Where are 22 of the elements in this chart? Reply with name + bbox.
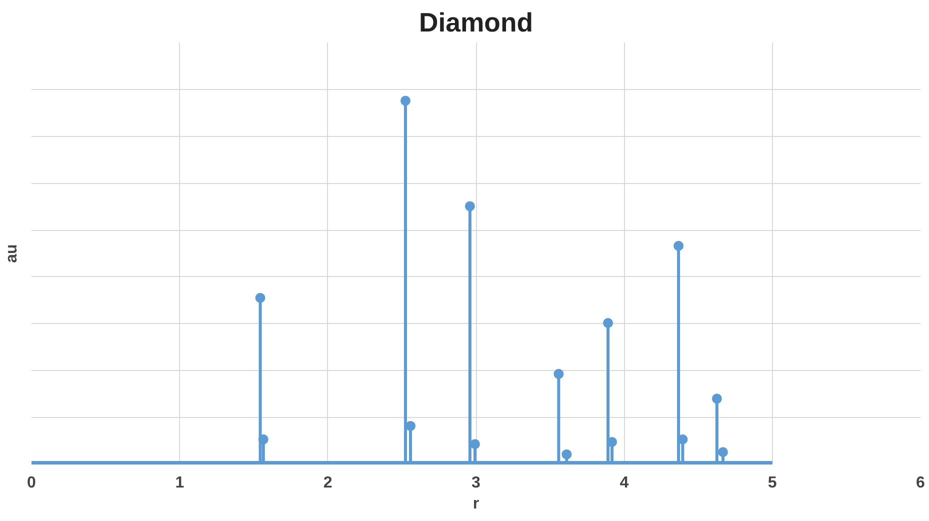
x-tick-label: 0 <box>27 474 36 492</box>
x-tick-label: 1 <box>175 474 184 492</box>
x-tick-label: 6 <box>916 474 926 492</box>
point <box>554 368 564 379</box>
point <box>712 394 722 404</box>
point <box>400 96 410 106</box>
point <box>718 447 728 458</box>
x-tick-label: 4 <box>620 474 629 492</box>
chart-title: Diamond <box>418 8 534 38</box>
x-tick-label: 3 <box>472 474 481 492</box>
point <box>470 439 480 450</box>
point <box>562 449 572 460</box>
point <box>255 292 266 303</box>
point <box>674 240 684 251</box>
point <box>258 434 268 444</box>
x-tick-label: 5 <box>768 474 777 492</box>
x-axis-title: r <box>472 496 480 512</box>
x-tick-label: 2 <box>323 474 332 492</box>
point <box>464 201 475 212</box>
point <box>406 420 416 431</box>
point <box>603 318 614 328</box>
y-axis-title: au <box>4 244 20 263</box>
